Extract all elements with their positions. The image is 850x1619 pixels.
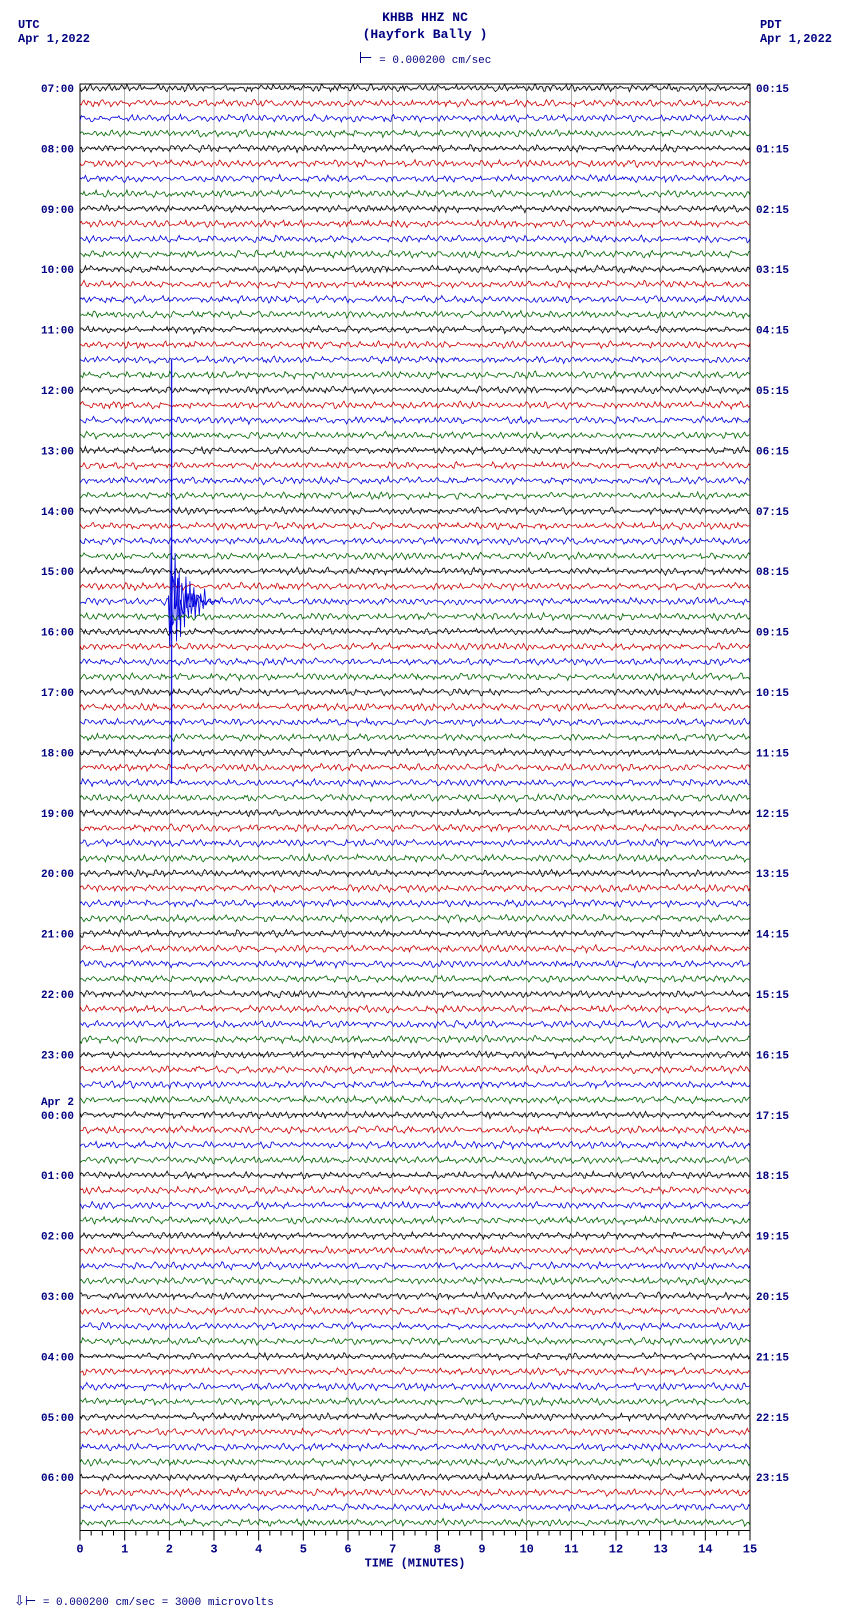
svg-text:07:15: 07:15 <box>756 507 789 519</box>
svg-text:01:00: 01:00 <box>41 1171 74 1183</box>
svg-text:12:15: 12:15 <box>756 809 789 821</box>
svg-text:8: 8 <box>434 1542 441 1556</box>
svg-text:22:00: 22:00 <box>41 990 74 1002</box>
svg-text:Apr 2: Apr 2 <box>41 1097 74 1109</box>
svg-text:05:15: 05:15 <box>756 386 789 398</box>
svg-text:00:00: 00:00 <box>41 1111 74 1123</box>
svg-text:00:15: 00:15 <box>756 84 789 96</box>
svg-text:07:00: 07:00 <box>41 84 74 96</box>
svg-text:14:00: 14:00 <box>41 507 74 519</box>
svg-text:11:15: 11:15 <box>756 748 789 760</box>
svg-text:16:00: 16:00 <box>41 627 74 639</box>
svg-text:09:15: 09:15 <box>756 627 789 639</box>
svg-text:17:00: 17:00 <box>41 688 74 700</box>
svg-text:20:00: 20:00 <box>41 869 74 881</box>
svg-text:5: 5 <box>300 1542 307 1556</box>
svg-text:15:00: 15:00 <box>41 567 74 579</box>
svg-text:08:15: 08:15 <box>756 567 789 579</box>
svg-text:21:15: 21:15 <box>756 1352 789 1364</box>
svg-text:04:00: 04:00 <box>41 1352 74 1364</box>
scale-info: ⊢ = 0.000200 cm/sec <box>10 48 840 68</box>
svg-text:11: 11 <box>564 1542 578 1556</box>
svg-text:03:15: 03:15 <box>756 265 789 277</box>
svg-text:21:00: 21:00 <box>41 929 74 941</box>
svg-text:13:00: 13:00 <box>41 446 74 458</box>
svg-text:03:00: 03:00 <box>41 1292 74 1304</box>
svg-text:13:15: 13:15 <box>756 869 789 881</box>
tz-left: UTC Apr 1,2022 <box>18 18 90 46</box>
svg-text:2: 2 <box>166 1542 173 1556</box>
svg-text:05:00: 05:00 <box>41 1413 74 1425</box>
svg-text:12: 12 <box>609 1542 623 1556</box>
svg-text:16:15: 16:15 <box>756 1050 789 1062</box>
svg-text:01:15: 01:15 <box>756 144 789 156</box>
svg-text:14: 14 <box>698 1542 712 1556</box>
svg-text:10:15: 10:15 <box>756 688 789 700</box>
svg-text:0: 0 <box>76 1542 83 1556</box>
svg-text:12:00: 12:00 <box>41 386 74 398</box>
svg-text:18:15: 18:15 <box>756 1171 789 1183</box>
svg-text:19:00: 19:00 <box>41 809 74 821</box>
svg-text:17:15: 17:15 <box>756 1111 789 1123</box>
svg-text:08:00: 08:00 <box>41 144 74 156</box>
svg-text:1: 1 <box>121 1542 128 1556</box>
svg-text:13: 13 <box>653 1542 667 1556</box>
svg-text:15:15: 15:15 <box>756 990 789 1002</box>
svg-text:7: 7 <box>389 1542 396 1556</box>
svg-text:06:00: 06:00 <box>41 1473 74 1485</box>
svg-text:6: 6 <box>344 1542 351 1556</box>
svg-text:23:00: 23:00 <box>41 1050 74 1062</box>
svg-text:09:00: 09:00 <box>41 205 74 217</box>
svg-text:3: 3 <box>210 1542 217 1556</box>
svg-text:TIME (MINUTES): TIME (MINUTES) <box>365 1556 466 1570</box>
svg-text:20:15: 20:15 <box>756 1292 789 1304</box>
svg-text:11:00: 11:00 <box>41 325 74 337</box>
footer-scale: ⇩⊢ = 0.000200 cm/sec = 3000 microvolts <box>10 1594 840 1609</box>
svg-text:14:15: 14:15 <box>756 929 789 941</box>
svg-text:02:00: 02:00 <box>41 1231 74 1243</box>
svg-text:15: 15 <box>743 1542 757 1556</box>
svg-text:06:15: 06:15 <box>756 446 789 458</box>
svg-text:18:00: 18:00 <box>41 748 74 760</box>
svg-text:23:15: 23:15 <box>756 1473 789 1485</box>
svg-text:04:15: 04:15 <box>756 325 789 337</box>
svg-text:10: 10 <box>519 1542 533 1556</box>
tz-right: PDT Apr 1,2022 <box>760 18 832 46</box>
svg-text:19:15: 19:15 <box>756 1231 789 1243</box>
svg-text:22:15: 22:15 <box>756 1413 789 1425</box>
svg-text:10:00: 10:00 <box>41 265 74 277</box>
svg-text:02:15: 02:15 <box>756 205 789 217</box>
svg-text:4: 4 <box>255 1542 262 1556</box>
seismogram-chart: 07:00 08:00 09:00 10:00 11:00 12:00 13:00 14:00… <box>10 74 840 1577</box>
svg-text:9: 9 <box>478 1542 485 1556</box>
